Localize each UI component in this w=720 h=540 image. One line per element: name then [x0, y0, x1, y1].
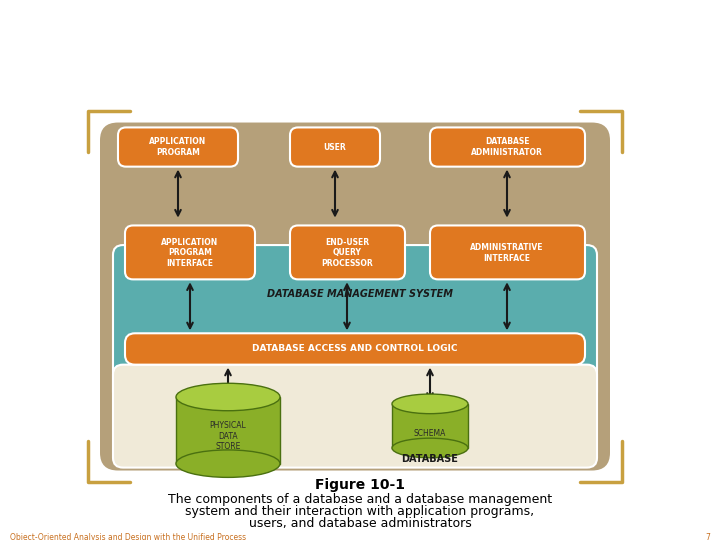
FancyBboxPatch shape [118, 127, 238, 167]
Bar [392, 404, 468, 448]
Text: APPLICATION
PROGRAM
INTERFACE: APPLICATION PROGRAM INTERFACE [161, 238, 219, 268]
Text: ADMINISTRATIVE
INTERFACE: ADMINISTRATIVE INTERFACE [470, 243, 544, 262]
Ellipse shape [176, 383, 280, 411]
FancyBboxPatch shape [290, 226, 405, 279]
FancyBboxPatch shape [125, 226, 255, 279]
FancyBboxPatch shape [430, 127, 585, 167]
Text: USER: USER [323, 143, 346, 152]
Text: Object-Oriented Analysis and Design with the Unified Process: Object-Oriented Analysis and Design with… [10, 532, 246, 540]
Text: DATABASE: DATABASE [402, 454, 459, 464]
Ellipse shape [392, 394, 468, 414]
Bar [176, 397, 280, 464]
Ellipse shape [392, 438, 468, 458]
FancyBboxPatch shape [290, 127, 380, 167]
Text: PHYSICAL
DATA
STORE: PHYSICAL DATA STORE [210, 421, 246, 451]
Text: APPLICATION
PROGRAM: APPLICATION PROGRAM [149, 137, 207, 157]
Text: 7: 7 [705, 532, 710, 540]
Text: Figure 10-1: Figure 10-1 [315, 478, 405, 492]
Text: DATABASE MANAGEMENT SYSTEM: DATABASE MANAGEMENT SYSTEM [267, 289, 453, 299]
Text: DATABASE
ADMINISTRATOR: DATABASE ADMINISTRATOR [471, 137, 543, 157]
FancyBboxPatch shape [125, 333, 585, 365]
Text: users, and database administrators: users, and database administrators [248, 517, 472, 530]
FancyBboxPatch shape [113, 364, 597, 468]
Ellipse shape [176, 450, 280, 477]
Text: SCHEMA: SCHEMA [414, 429, 446, 438]
FancyBboxPatch shape [430, 226, 585, 279]
FancyBboxPatch shape [113, 245, 597, 402]
Text: END-USER
QUERY
PROCESSOR: END-USER QUERY PROCESSOR [321, 238, 373, 268]
Text: system and their interaction with application programs,: system and their interaction with applic… [186, 505, 534, 518]
Text: The components of a database and a database management: The components of a database and a datab… [168, 494, 552, 507]
FancyBboxPatch shape [100, 123, 610, 470]
Text: DATABASE ACCESS AND CONTROL LOGIC: DATABASE ACCESS AND CONTROL LOGIC [252, 345, 458, 354]
